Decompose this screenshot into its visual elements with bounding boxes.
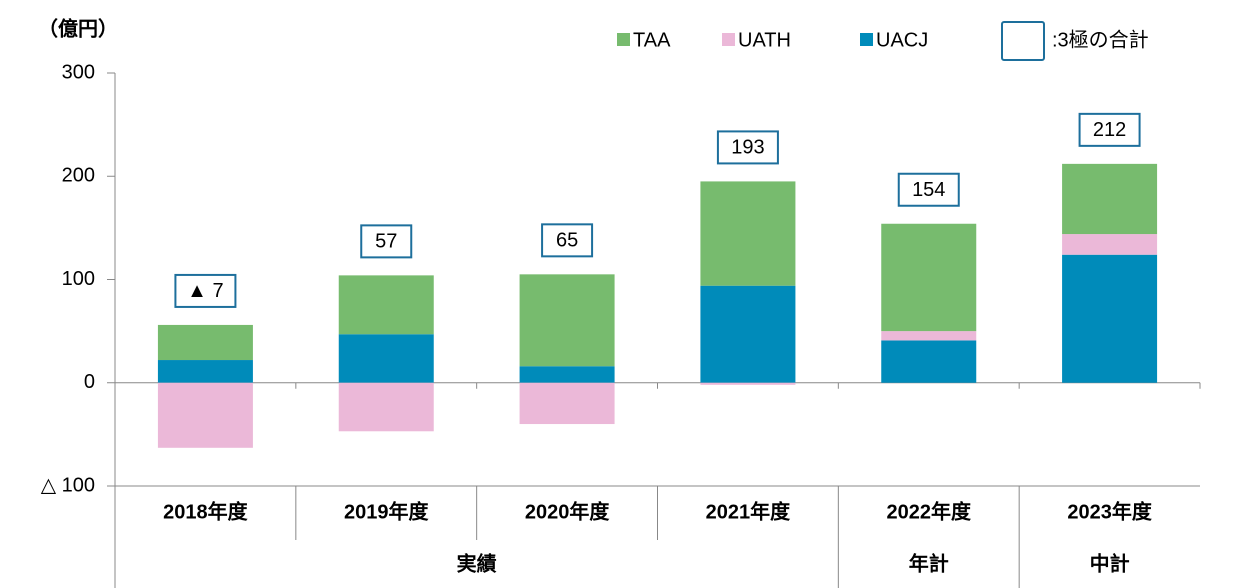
bar-segment: [700, 382, 796, 385]
bar-segment: [157, 324, 253, 361]
y-tick-label: △ 100: [41, 474, 95, 496]
total-box: [897, 172, 960, 207]
x-tick-label: 2023年度: [1067, 499, 1152, 523]
x-tick-label: 2018年度: [163, 499, 248, 523]
total-box: [174, 273, 237, 308]
bar-segment: [519, 274, 615, 367]
total-box: [716, 130, 779, 165]
total-box: [360, 224, 413, 259]
bar-segment: [519, 366, 615, 383]
total-box: [1078, 112, 1141, 147]
bar-segment: [157, 382, 253, 448]
legend-total-box: [1001, 21, 1045, 61]
legend-label: :3極の合計: [1052, 28, 1149, 51]
bar-segment: [519, 382, 615, 425]
bar-segment: [338, 334, 434, 383]
bar-segment: [700, 181, 796, 286]
bar-segment: [881, 331, 977, 341]
legend-label: UACJ: [876, 29, 928, 51]
bar-segment: [881, 223, 977, 332]
legend-swatch: [617, 33, 630, 46]
legend-label: UATH: [738, 29, 791, 51]
total-label: 193: [731, 137, 764, 159]
x-tick-label: 2021年度: [706, 499, 791, 523]
total-box: [541, 223, 594, 258]
bar-segment: [1062, 234, 1158, 255]
unit-label: （億円）: [38, 16, 118, 40]
bar-segment: [338, 382, 434, 432]
group-label: 中計: [1090, 551, 1130, 575]
total-label: ▲ 7: [187, 280, 223, 302]
x-tick-label: 2020年度: [525, 499, 610, 523]
x-tick-label: 2019年度: [344, 499, 429, 523]
total-label: 65: [556, 230, 578, 252]
legend-swatch: [722, 33, 735, 46]
total-label: 212: [1093, 119, 1126, 141]
total-label: 57: [375, 231, 397, 253]
bar-segment: [338, 275, 434, 335]
group-label: 実績: [457, 551, 497, 575]
bar-segment: [881, 340, 977, 383]
bar-segment: [1062, 254, 1158, 383]
legend-swatch: [860, 33, 873, 46]
y-tick-label: 0: [84, 371, 95, 393]
y-tick-label: 100: [62, 268, 95, 290]
y-tick-label: 300: [62, 61, 95, 83]
y-tick-label: 200: [62, 165, 95, 187]
group-label: 年計: [909, 551, 949, 575]
total-label: 154: [912, 179, 945, 201]
bar-segment: [157, 360, 253, 383]
legend-label: TAA: [633, 29, 671, 51]
bar-segment: [1062, 163, 1158, 235]
bar-segment: [700, 285, 796, 383]
x-tick-label: 2022年度: [887, 499, 972, 523]
